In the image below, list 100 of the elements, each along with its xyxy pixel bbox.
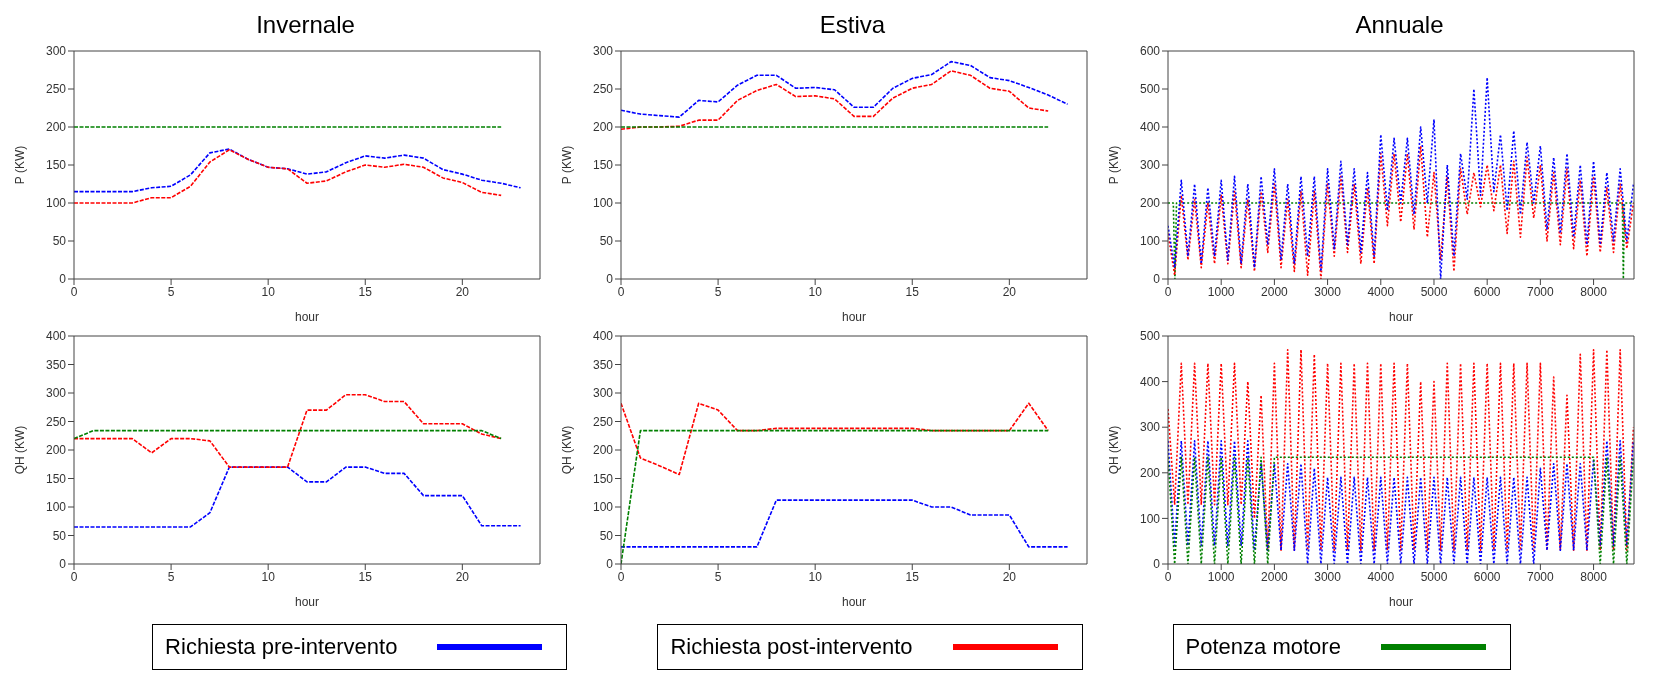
- x-tick-label: 8000: [1580, 569, 1608, 584]
- line-series: [74, 393, 502, 468]
- chart-title: Invernale: [255, 10, 356, 40]
- y-tick-label: 0: [606, 272, 614, 287]
- x-tick-label: 20: [1002, 569, 1017, 584]
- line-series: [74, 149, 502, 204]
- y-tick-label: 50: [52, 234, 67, 249]
- legend-label: Richiesta post-intervento: [670, 634, 913, 660]
- y-tick-label: 100: [592, 500, 614, 515]
- x-tick-label: 15: [358, 569, 373, 584]
- x-tick-label: 10: [261, 284, 276, 299]
- line-series: [1168, 348, 1634, 552]
- y-tick-label: 0: [59, 557, 67, 572]
- y-tick-label: 250: [592, 414, 614, 429]
- y-tick-label: 250: [45, 82, 67, 97]
- y-tick-label: 150: [45, 471, 67, 486]
- x-tick-label: 1000: [1207, 284, 1235, 299]
- y-tick-label: 0: [1153, 557, 1161, 572]
- x-tick-label: 0: [70, 569, 78, 584]
- x-axis-title: hour: [841, 310, 867, 324]
- chart-title: Estiva: [818, 10, 887, 40]
- x-tick-label: 5: [167, 284, 175, 299]
- y-tick-label: 100: [592, 196, 614, 211]
- line-series: [74, 466, 522, 528]
- y-tick-label: 300: [1139, 420, 1161, 435]
- x-tick-label: 0: [1164, 284, 1172, 299]
- y-axis-title: P (KW): [560, 145, 575, 185]
- x-axis-title: hour: [294, 595, 320, 609]
- y-tick-label: 150: [592, 158, 614, 173]
- legend-label: Richiesta pre-intervento: [165, 634, 398, 660]
- y-tick-label: 400: [1139, 374, 1161, 389]
- y-tick-label: 600: [1139, 44, 1161, 59]
- x-tick-label: 6000: [1473, 569, 1501, 584]
- y-axis-title: P (KW): [13, 145, 28, 185]
- y-tick-label: 200: [592, 120, 614, 135]
- y-tick-label: 0: [1153, 272, 1161, 287]
- x-tick-label: 5: [167, 569, 175, 584]
- y-tick-label: 250: [592, 82, 614, 97]
- y-tick-label: 100: [45, 500, 67, 515]
- line-series: [74, 148, 522, 193]
- x-tick-label: 5: [714, 284, 722, 299]
- y-axis-title: QH (KW): [560, 425, 575, 475]
- y-tick-label: 400: [45, 329, 67, 344]
- x-tick-label: 15: [905, 569, 920, 584]
- x-axis-title: hour: [841, 595, 867, 609]
- y-tick-label: 300: [1139, 158, 1161, 173]
- y-tick-label: 350: [592, 357, 614, 372]
- x-tick-label: 0: [1164, 569, 1172, 584]
- legend-label: Potenza motore: [1185, 634, 1341, 660]
- y-tick-label: 250: [45, 414, 67, 429]
- x-tick-label: 4000: [1367, 284, 1395, 299]
- x-tick-label: 15: [358, 284, 373, 299]
- y-tick-label: 100: [1139, 234, 1161, 249]
- y-axis-title: QH (KW): [13, 425, 28, 475]
- x-tick-label: 0: [70, 284, 78, 299]
- y-tick-label: 500: [1139, 82, 1161, 97]
- x-tick-label: 2000: [1261, 569, 1289, 584]
- y-axis-title: P (KW): [1107, 145, 1122, 185]
- x-tick-label: 10: [808, 284, 823, 299]
- y-tick-label: 300: [45, 386, 67, 401]
- y-tick-label: 150: [45, 158, 67, 173]
- y-tick-label: 300: [45, 44, 67, 59]
- x-tick-label: 0: [617, 284, 625, 299]
- x-tick-label: 20: [455, 284, 470, 299]
- y-tick-label: 300: [592, 386, 614, 401]
- x-tick-label: 7000: [1527, 569, 1555, 584]
- line-series: [621, 60, 1069, 118]
- x-tick-label: 5000: [1420, 569, 1448, 584]
- x-tick-label: 3000: [1314, 284, 1342, 299]
- x-axis-title: hour: [1388, 310, 1414, 324]
- x-tick-label: 20: [455, 569, 470, 584]
- line-series: [621, 69, 1049, 131]
- x-tick-label: 10: [261, 569, 276, 584]
- y-tick-label: 300: [592, 44, 614, 59]
- x-tick-label: 8000: [1580, 284, 1608, 299]
- x-axis-title: hour: [1388, 595, 1414, 609]
- y-tick-label: 200: [592, 443, 614, 458]
- y-tick-label: 0: [606, 557, 614, 572]
- y-tick-label: 400: [592, 329, 614, 344]
- x-tick-label: 2000: [1261, 284, 1289, 299]
- x-tick-label: 5000: [1420, 284, 1448, 299]
- x-tick-label: 6000: [1473, 284, 1501, 299]
- y-tick-label: 50: [52, 528, 67, 543]
- x-tick-label: 7000: [1527, 284, 1555, 299]
- y-tick-label: 100: [1139, 511, 1161, 526]
- y-tick-label: 200: [45, 443, 67, 458]
- line-series: [621, 499, 1069, 548]
- y-tick-label: 400: [1139, 120, 1161, 135]
- y-tick-label: 200: [1139, 466, 1161, 481]
- x-axis-title: hour: [294, 310, 320, 324]
- y-tick-label: 50: [599, 528, 614, 543]
- x-tick-label: 20: [1002, 284, 1017, 299]
- y-axis-title: QH (KW): [1107, 425, 1122, 475]
- x-tick-label: 3000: [1314, 569, 1342, 584]
- y-tick-label: 50: [599, 234, 614, 249]
- y-tick-label: 200: [1139, 196, 1161, 211]
- x-tick-label: 5: [714, 569, 722, 584]
- x-tick-label: 1000: [1207, 569, 1235, 584]
- chart-title: Annuale: [1354, 10, 1445, 40]
- y-tick-label: 200: [45, 120, 67, 135]
